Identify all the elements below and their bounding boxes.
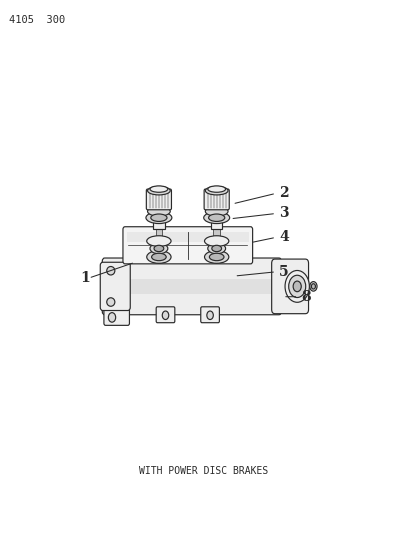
Ellipse shape bbox=[204, 236, 229, 246]
Ellipse shape bbox=[207, 311, 213, 319]
Ellipse shape bbox=[293, 281, 301, 292]
Ellipse shape bbox=[205, 187, 228, 195]
Ellipse shape bbox=[107, 298, 115, 306]
FancyBboxPatch shape bbox=[204, 189, 229, 210]
Ellipse shape bbox=[311, 284, 315, 289]
Ellipse shape bbox=[162, 311, 169, 319]
Text: 5: 5 bbox=[279, 265, 288, 279]
Ellipse shape bbox=[147, 236, 171, 246]
Ellipse shape bbox=[205, 207, 228, 216]
Ellipse shape bbox=[107, 266, 115, 275]
Ellipse shape bbox=[146, 212, 172, 223]
Bar bbox=[127, 232, 248, 242]
FancyBboxPatch shape bbox=[156, 307, 175, 322]
Ellipse shape bbox=[310, 281, 317, 291]
Ellipse shape bbox=[152, 253, 166, 261]
Bar bbox=[211, 220, 222, 229]
Ellipse shape bbox=[109, 313, 115, 322]
FancyBboxPatch shape bbox=[146, 189, 171, 210]
Bar bbox=[153, 220, 164, 229]
Text: 4: 4 bbox=[279, 230, 289, 244]
Ellipse shape bbox=[285, 270, 309, 302]
Ellipse shape bbox=[151, 214, 167, 221]
Text: WITH POWER DISC BRAKES: WITH POWER DISC BRAKES bbox=[140, 466, 268, 475]
Bar bbox=[109, 279, 275, 294]
Text: 3: 3 bbox=[279, 206, 288, 221]
Text: 4105  300: 4105 300 bbox=[9, 14, 66, 25]
FancyBboxPatch shape bbox=[272, 259, 308, 314]
Ellipse shape bbox=[204, 251, 229, 263]
Ellipse shape bbox=[208, 214, 225, 221]
Text: 2: 2 bbox=[279, 187, 288, 200]
FancyBboxPatch shape bbox=[201, 307, 220, 322]
FancyBboxPatch shape bbox=[100, 262, 130, 311]
Ellipse shape bbox=[147, 251, 171, 263]
FancyBboxPatch shape bbox=[123, 227, 253, 264]
Ellipse shape bbox=[208, 186, 226, 192]
Text: 8: 8 bbox=[301, 290, 311, 304]
Ellipse shape bbox=[150, 243, 168, 254]
Bar bbox=[213, 229, 220, 261]
Ellipse shape bbox=[209, 253, 224, 261]
Ellipse shape bbox=[289, 275, 306, 297]
FancyBboxPatch shape bbox=[102, 258, 282, 315]
Ellipse shape bbox=[148, 207, 170, 216]
Ellipse shape bbox=[150, 186, 168, 192]
Ellipse shape bbox=[204, 212, 230, 223]
Text: 1: 1 bbox=[80, 271, 90, 285]
Ellipse shape bbox=[212, 245, 222, 252]
Ellipse shape bbox=[154, 245, 164, 252]
FancyBboxPatch shape bbox=[104, 306, 129, 325]
Bar bbox=[156, 229, 162, 261]
Ellipse shape bbox=[208, 243, 226, 254]
Ellipse shape bbox=[148, 187, 170, 195]
